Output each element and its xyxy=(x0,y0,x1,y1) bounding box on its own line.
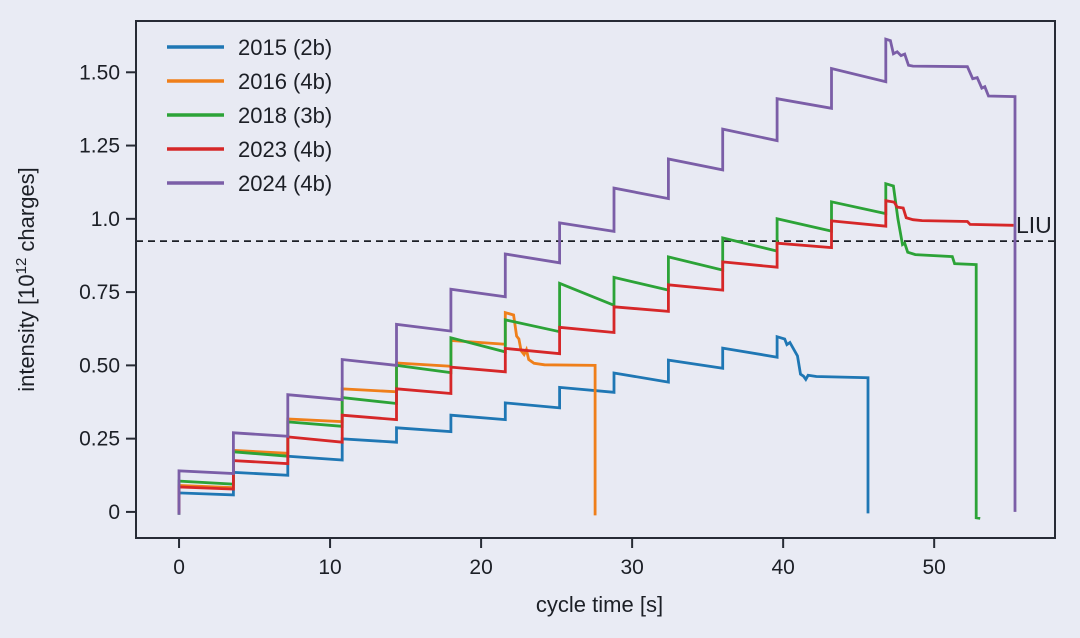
y-tick-label: 0.75 xyxy=(79,281,120,304)
legend: 2015 (2b) 2016 (4b) 2018 (3b) 2023 (4b) 2024… xyxy=(167,35,332,196)
y-tick-label: 0.25 xyxy=(79,428,120,451)
y-tick-label: 0.50 xyxy=(79,354,120,377)
series-group xyxy=(177,37,1017,520)
series-line-2015-2b- xyxy=(177,334,870,514)
legend-label: 2023 (4b) xyxy=(238,137,332,162)
legend-label: 2024 (4b) xyxy=(238,171,332,196)
x-axis-label: cycle time [s] xyxy=(536,592,663,617)
y-tick-label: 1.50 xyxy=(79,61,120,84)
x-tick-label: 30 xyxy=(620,556,643,579)
legend-label: 2018 (3b) xyxy=(238,103,332,128)
x-tick-label: 40 xyxy=(771,556,794,579)
legend-label: 2015 (2b) xyxy=(238,35,332,60)
y-axis-label: intensity [1012 charges] xyxy=(13,167,39,392)
y-tick-label: 1.25 xyxy=(79,135,120,158)
y-tick-label: 0 xyxy=(108,501,120,524)
x-tick-label: 50 xyxy=(922,556,945,579)
x-tick-label: 10 xyxy=(318,556,341,579)
legend-label: 2016 (4b) xyxy=(238,69,332,94)
y-tick-label: 1.0 xyxy=(91,208,120,231)
x-tick-label: 0 xyxy=(173,556,185,579)
series-line-2024-4b- xyxy=(177,37,1017,515)
series-line-2023-4b- xyxy=(177,199,1014,514)
liu-label: LIU xyxy=(1016,212,1052,238)
axes-spines xyxy=(135,20,1056,539)
x-tick-label: 20 xyxy=(469,556,492,579)
